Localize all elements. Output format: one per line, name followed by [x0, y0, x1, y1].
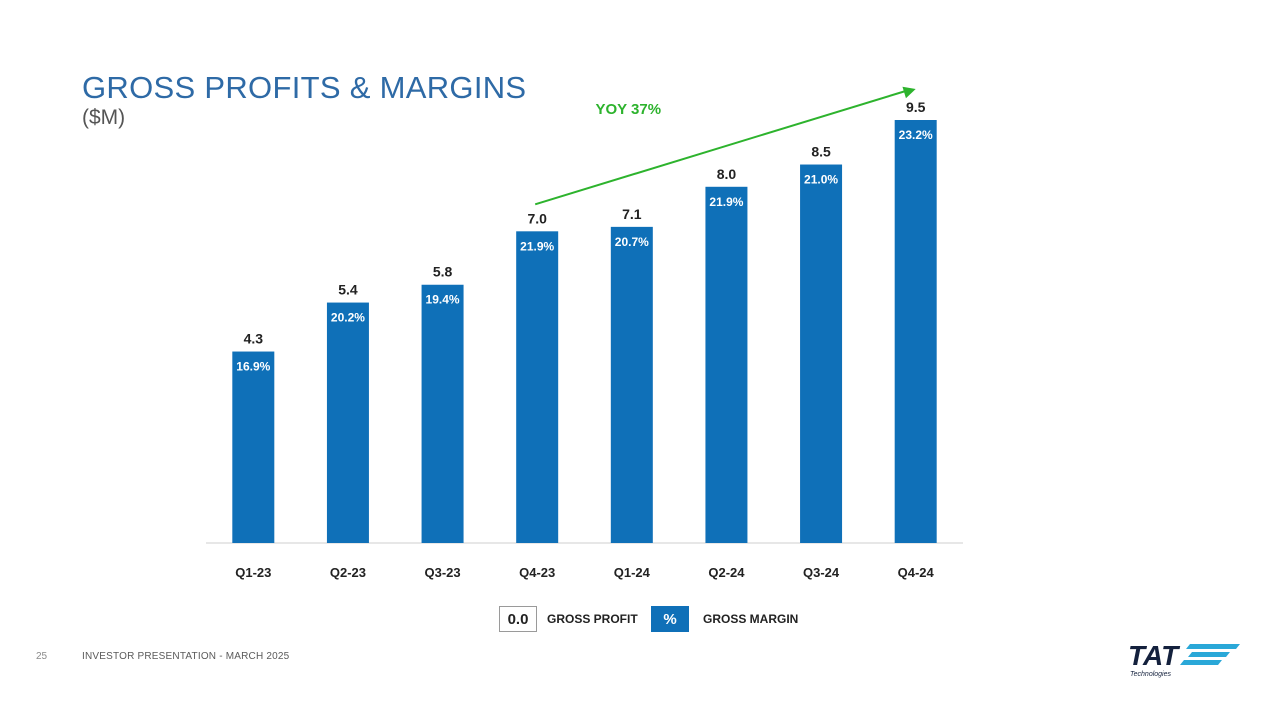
page-number: 25 [36, 651, 48, 662]
x-tick-label-Q3-23: Q3-23 [424, 565, 460, 580]
bar-Q2-24 [705, 186, 748, 543]
value-label-Q2-23: 5.4 [338, 282, 358, 298]
logo-subtext: Technologies [1130, 671, 1171, 678]
margin-label-Q1-24: 20.7% [615, 235, 649, 249]
x-tick-label-Q2-23: Q2-23 [330, 565, 366, 580]
tat-technologies-logo: TAT Technologies [1128, 640, 1240, 678]
bar-Q3-24 [800, 164, 843, 544]
bar-Q2-23 [326, 302, 369, 543]
yoy-arrow-head [902, 86, 916, 99]
x-tick-label-Q1-23: Q1-23 [235, 565, 271, 580]
legend-gross-profit-label: GROSS PROFIT [547, 612, 638, 626]
legend-gross-margin-label: GROSS MARGIN [703, 612, 799, 626]
value-label-Q4-24: 9.5 [906, 99, 926, 115]
x-tick-label-Q4-24: Q4-24 [898, 565, 935, 580]
bar-Q4-23 [516, 231, 559, 543]
x-tick-label-Q2-24: Q2-24 [708, 565, 745, 580]
value-label-Q1-24: 7.1 [622, 206, 642, 222]
value-label-Q2-24: 8.0 [717, 166, 737, 182]
value-label-Q3-23: 5.8 [433, 264, 453, 280]
x-tick-label-Q3-24: Q3-24 [803, 565, 840, 580]
margin-label-Q4-23: 21.9% [520, 239, 554, 253]
yoy-trend-line [534, 90, 906, 206]
margin-label-Q4-24: 23.2% [899, 128, 933, 142]
margin-label-Q3-24: 21.0% [804, 173, 838, 187]
margin-label-Q2-23: 20.2% [331, 311, 365, 325]
margin-label-Q3-23: 19.4% [426, 293, 460, 307]
bar-Q1-23 [232, 351, 275, 543]
legend-gross-profit-swatch: 0.0 [499, 606, 537, 632]
value-label-Q1-23: 4.3 [244, 331, 264, 347]
margin-label-Q2-24: 21.9% [709, 195, 743, 209]
page-title: GROSS PROFITS & MARGINS [82, 70, 527, 105]
x-tick-label-Q4-23: Q4-23 [519, 565, 555, 580]
value-label-Q4-23: 7.0 [527, 210, 547, 226]
legend-gross-margin-swatch: % [651, 606, 689, 632]
yoy-annotation-label: YOY 37% [595, 101, 661, 118]
value-label-Q3-24: 8.5 [811, 144, 831, 160]
bar-Q1-24 [610, 226, 653, 543]
page-subtitle: ($M) [82, 106, 126, 129]
margin-label-Q1-23: 16.9% [236, 360, 270, 374]
bar-Q4-24 [894, 120, 937, 543]
footer-text: INVESTOR PRESENTATION - MARCH 2025 [82, 651, 290, 662]
logo-wordmark: TAT [1128, 640, 1181, 671]
x-tick-label-Q1-24: Q1-24 [614, 565, 651, 580]
bar-Q3-23 [421, 284, 464, 543]
